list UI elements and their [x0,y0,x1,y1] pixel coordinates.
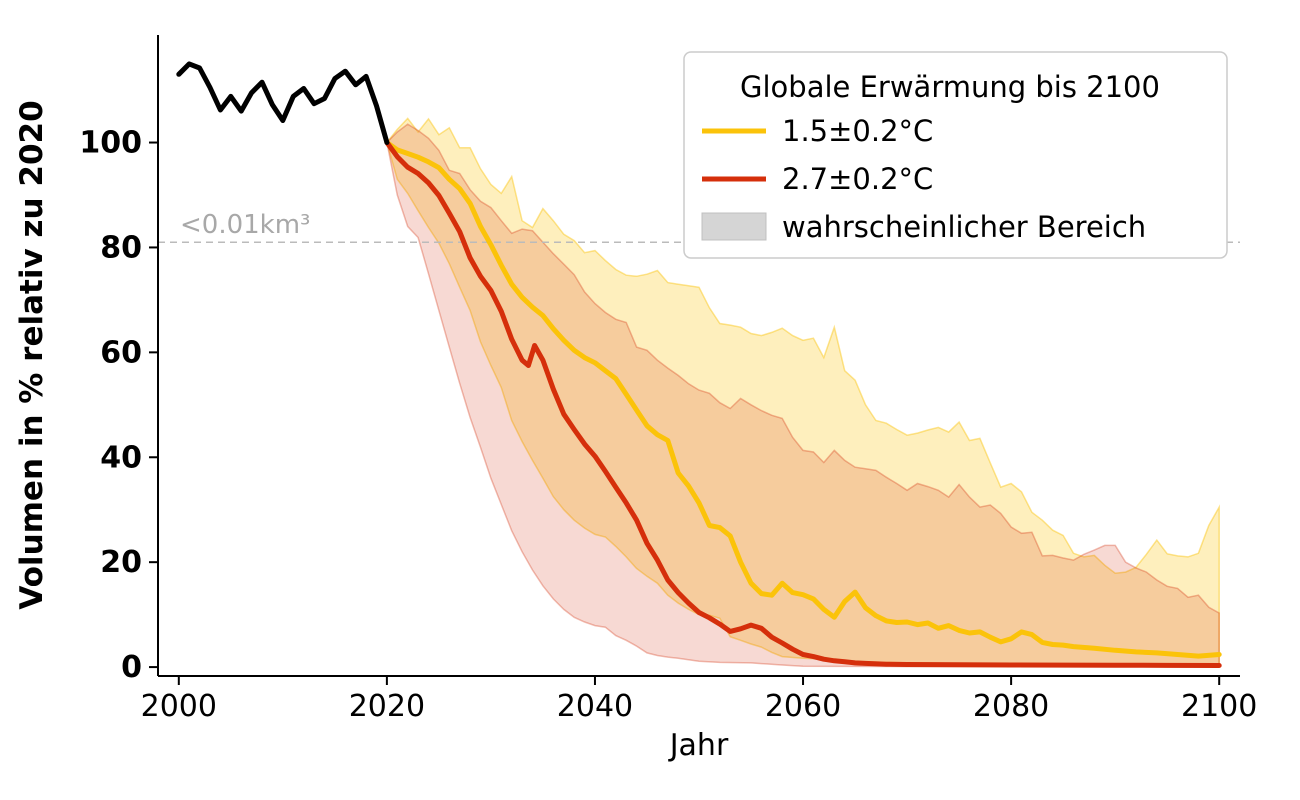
y-axis-label: Volumen in % relativ zu 2020 [14,100,50,609]
legend-label-1-5: 1.5±0.2°C [782,114,933,148]
legend-label-2-7: 2.7±0.2°C [782,162,933,196]
y-tick-label: 40 [100,440,142,475]
y-tick-label: 20 [100,545,142,580]
confidence-bands [386,117,1220,668]
x-tick-label: 2000 [141,689,217,724]
legend-swatch-patch-range [701,212,767,241]
line-warming_2_7 [384,140,1222,668]
x-tick-label: 2020 [349,689,425,724]
threshold-annotation: <0.01km³ [180,210,310,240]
legend: Globale Erwärmung bis 2100 1.5±0.2°C 2.7… [683,51,1228,259]
line-historical [176,61,390,145]
y-tick-label: 80 [100,230,142,265]
x-tick-label: 2040 [557,689,633,724]
legend-title: Globale Erwärmung bis 2100 [740,70,1160,104]
legend-box [683,51,1228,259]
legend-label-range: wahrscheinlicher Bereich [782,210,1146,244]
y-tick-label: 60 [100,335,142,370]
y-tick-label: 100 [79,126,142,161]
series-lines [176,61,1222,668]
band-warming_1_5 [386,117,1220,666]
y-tick-label: 0 [121,650,142,685]
x-axis-label: Jahr [668,728,729,763]
band-warming_2_7 [386,123,1220,668]
x-tick-label: 2060 [765,689,841,724]
x-tick-label: 2100 [1181,689,1257,724]
x-tick-label: 2080 [973,689,1049,724]
line-warming_1_5 [384,140,1222,659]
